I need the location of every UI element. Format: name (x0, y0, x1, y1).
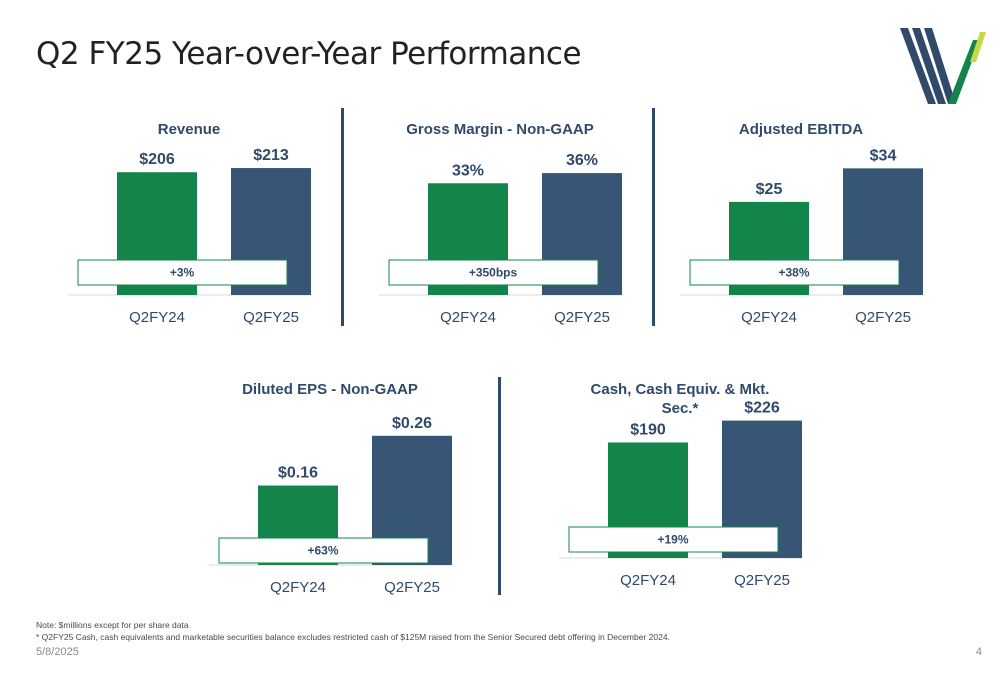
slide-title: Q2 FY25 Year-over-Year Performance (36, 36, 582, 72)
value-label: $0.16 (278, 465, 318, 482)
chart-title: Sec.* (662, 400, 699, 417)
category-label: Q2FY24 (741, 309, 797, 326)
change-box (77, 259, 288, 286)
value-label: $25 (756, 181, 783, 198)
change-box (218, 537, 429, 564)
footnote-cash: * Q2FY25 Cash, cash equivalents and mark… (36, 632, 670, 642)
divider-3 (498, 377, 501, 595)
value-label: $206 (139, 151, 175, 168)
logo-stripe-2 (912, 28, 946, 104)
cash-chart: Cash, Cash Equiv. & Mkt. Sec.* $190 Q2FY24 $… (559, 381, 802, 589)
footer-date: 5/8/2025 (36, 646, 79, 658)
category-label: Q2FY25 (243, 309, 299, 326)
value-label: $226 (744, 400, 780, 417)
divider-1 (341, 108, 344, 326)
value-label: 33% (452, 162, 484, 179)
change-box (388, 259, 599, 286)
change-box (568, 526, 779, 553)
chart-title: Adjusted EBITDA (739, 121, 863, 138)
divider-2 (652, 108, 655, 326)
chart-title: Cash, Cash Equiv. & Mkt. (591, 381, 770, 398)
change-label: +38% (778, 266, 809, 280)
chart-title: Revenue (158, 121, 221, 138)
value-label: $213 (253, 147, 289, 164)
change-label: +350bps (469, 266, 518, 280)
category-label: Q2FY24 (620, 572, 676, 589)
revenue-chart: Revenue $206 Q2FY24 $213 Q2FY25 +3% (68, 121, 311, 326)
adjusted-ebitda-chart: Adjusted EBITDA $25 Q2FY24 $34 Q2FY25 +38% (680, 121, 923, 326)
category-label: Q2FY25 (554, 309, 610, 326)
change-label: +3% (170, 266, 195, 280)
category-label: Q2FY24 (440, 309, 496, 326)
logo-stripe-1 (900, 28, 936, 104)
footnote-note: Note: $millions except for per share dat… (36, 620, 189, 630)
category-label: Q2FY25 (734, 572, 790, 589)
category-label: Q2FY24 (270, 579, 326, 596)
value-label: $0.26 (392, 415, 432, 432)
logo-stripe-3 (924, 28, 956, 104)
value-label: 36% (566, 152, 598, 169)
chart-title: Gross Margin - Non-GAAP (406, 121, 594, 138)
change-label: +19% (657, 533, 688, 547)
page-number: 4 (975, 646, 982, 658)
chart-title: Diluted EPS - Non-GAAP (242, 381, 418, 398)
category-label: Q2FY24 (129, 309, 185, 326)
logo-stripe-5 (970, 32, 986, 62)
diluted-eps-chart: Diluted EPS - Non-GAAP $0.16 Q2FY24 $0.26 Q2… (209, 381, 452, 596)
change-label: +63% (307, 544, 338, 558)
value-label: $190 (630, 421, 666, 438)
category-label: Q2FY25 (855, 309, 911, 326)
change-box (689, 259, 900, 286)
category-label: Q2FY25 (384, 579, 440, 596)
gross-margin-chart: Gross Margin - Non-GAAP 33% Q2FY24 36% Q2FY2… (379, 121, 622, 326)
value-label: $34 (870, 147, 897, 164)
company-logo-icon (900, 28, 986, 104)
